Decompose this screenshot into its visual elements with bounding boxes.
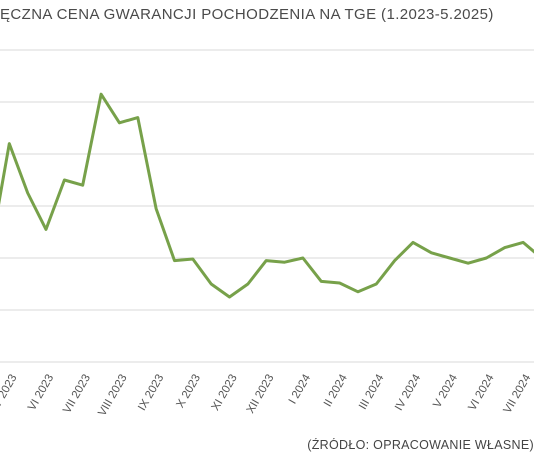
x-tick-label: VII 2024 xyxy=(502,372,534,416)
x-tick-label: XII 2023 xyxy=(245,373,277,416)
x-tick-label: VII 2023 xyxy=(61,373,93,416)
x-tick-label: V 2023 xyxy=(0,373,20,411)
x-tick-label: X 2023 xyxy=(174,373,203,411)
gridlines xyxy=(0,49,534,363)
x-axis-tick-labels: V 2023 VI 2023 VII 2023 VIII 2023 IX 2023 X 2… xyxy=(0,372,534,418)
x-tick-label: I 2024 xyxy=(287,372,314,406)
x-tick-label: III 2024 xyxy=(357,372,387,412)
x-tick-label: IV 2024 xyxy=(393,372,424,413)
x-tick-label: XI 2023 xyxy=(210,373,240,413)
x-tick-label: II 2024 xyxy=(322,372,350,409)
chart-title: ĘCZNA CENA GWARANCJI POCHODZENIA NA TGE … xyxy=(0,6,494,23)
x-tick-label: VIII 2023 xyxy=(96,373,129,419)
x-tick-label: IX 2023 xyxy=(136,373,166,413)
x-tick-label: VI 2023 xyxy=(26,373,56,413)
source-note: (ŹRÓDŁO: OPRACOWANIE WŁASNE) xyxy=(307,438,534,452)
x-tick-label: V 2024 xyxy=(431,372,460,410)
series-line xyxy=(0,92,534,299)
x-tick-label: VI 2024 xyxy=(466,372,497,413)
